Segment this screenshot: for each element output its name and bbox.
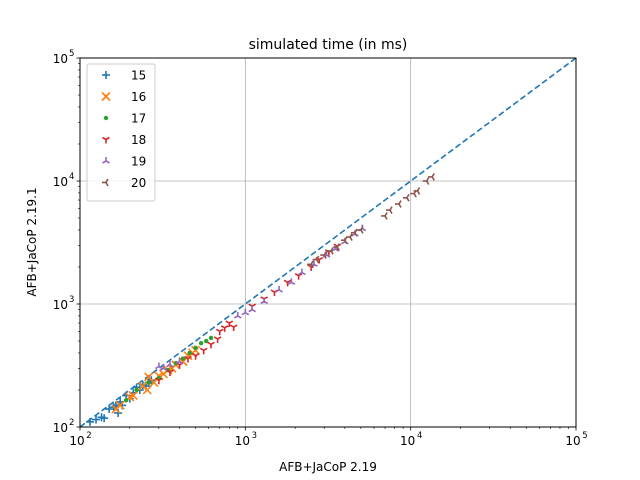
point-series-19 [298,268,306,276]
point-series-19 [248,305,257,313]
legend-label-16: 16 [131,90,146,104]
point-series-20 [327,247,334,255]
legend-marker-17 [103,115,109,121]
point-series-18 [166,369,174,376]
y-tick-exponent: 3 [69,295,74,305]
point-series-18 [215,328,224,336]
point-series-16 [190,345,201,355]
y-tick-label: 10 [53,52,68,66]
point-series-20 [422,177,430,185]
point-series-18 [283,279,292,287]
y-tick-exponent: 2 [69,418,74,428]
legend-label-19: 19 [131,155,146,169]
grid-lines [80,58,576,427]
point-series-20 [350,228,358,237]
y-tick-exponent: 4 [69,172,74,182]
point-series-20 [428,173,435,181]
point-series-19 [166,360,174,368]
point-series-17 [187,350,192,356]
point-series-20 [394,200,402,208]
data-points [86,173,435,426]
point-series-19 [287,278,296,286]
point-series-20 [402,193,410,202]
axis-ticks [76,57,577,431]
point-series-16 [149,377,159,388]
x-tick-exponent: 2 [86,431,91,441]
point-series-15 [86,417,95,426]
point-series-18 [191,352,200,360]
point-series-18 [199,347,208,355]
point-series-15 [105,405,114,414]
point-series-19 [241,308,250,316]
point-series-17 [134,387,139,393]
point-series-20 [381,212,388,220]
point-series-20 [386,206,393,214]
legend-marker-19 [102,157,110,164]
legend: 15 16 17 18 19 20 [86,63,156,202]
x-tick-exponent: 5 [582,431,587,441]
chart-title: simulated time (in ms) [249,37,408,53]
point-series-19 [275,285,283,293]
point-series-18 [294,272,303,280]
point-series-20 [312,255,320,264]
point-series-15 [92,415,101,424]
point-series-20 [333,243,341,251]
point-series-17 [180,356,186,361]
point-series-20 [346,233,353,241]
point-series-18 [229,324,238,332]
point-series-17 [208,335,214,341]
y-tick-label: 10 [53,175,68,189]
point-series-18 [213,336,222,343]
legend-marker-16 [101,91,111,102]
x-tick-label: 10 [565,434,580,448]
y-tick-label: 10 [53,421,68,435]
x-tick-label: 10 [69,434,84,448]
point-series-18 [207,341,215,349]
legend-marker-15 [102,71,110,79]
legend-label-18: 18 [131,133,146,147]
legend-label-20: 20 [131,176,146,190]
y-axis-label: AFB+JaCoP 2.19.1 [25,187,39,296]
x-tick-exponent: 3 [252,431,257,441]
point-series-18 [184,355,192,363]
x-tick-label: 10 [235,434,250,448]
point-series-17 [193,345,198,351]
legend-label-17: 17 [131,112,146,126]
x-tick-exponent: 4 [417,431,422,441]
point-series-16 [128,391,138,401]
x-tick-label: 10 [400,434,415,448]
y-equals-x-reference-line [79,57,577,428]
y-tick-exponent: 5 [69,49,74,59]
point-series-19 [175,357,184,365]
point-series-17 [123,398,129,403]
point-series-18 [220,325,229,332]
x-axis-label: AFB+JaCoP 2.19 [279,460,377,474]
point-series-15 [100,414,109,423]
reference-line-group [79,57,577,428]
point-series-20 [356,226,364,234]
point-series-17 [204,338,209,344]
point-series-17 [198,341,204,346]
point-series-19 [159,364,168,372]
legend-label-15: 15 [131,69,146,83]
point-series-18 [155,377,163,385]
point-series-20 [307,260,314,269]
y-tick-label: 10 [53,298,68,312]
point-series-20 [320,251,327,259]
plot-area-frame [79,57,577,428]
point-series-16 [142,385,152,395]
point-series-16 [115,400,125,410]
legend-marker-20 [102,178,109,187]
point-series-20 [413,187,421,195]
axis-tick-labels: 10 2 10 3 10 4 10 510 210 310 410 5 [53,49,588,448]
point-series-19 [233,311,242,319]
point-series-19 [260,297,269,305]
legend-marker-18 [102,136,110,144]
point-series-19 [155,362,163,370]
point-series-18 [225,320,234,328]
point-series-17 [146,380,151,385]
